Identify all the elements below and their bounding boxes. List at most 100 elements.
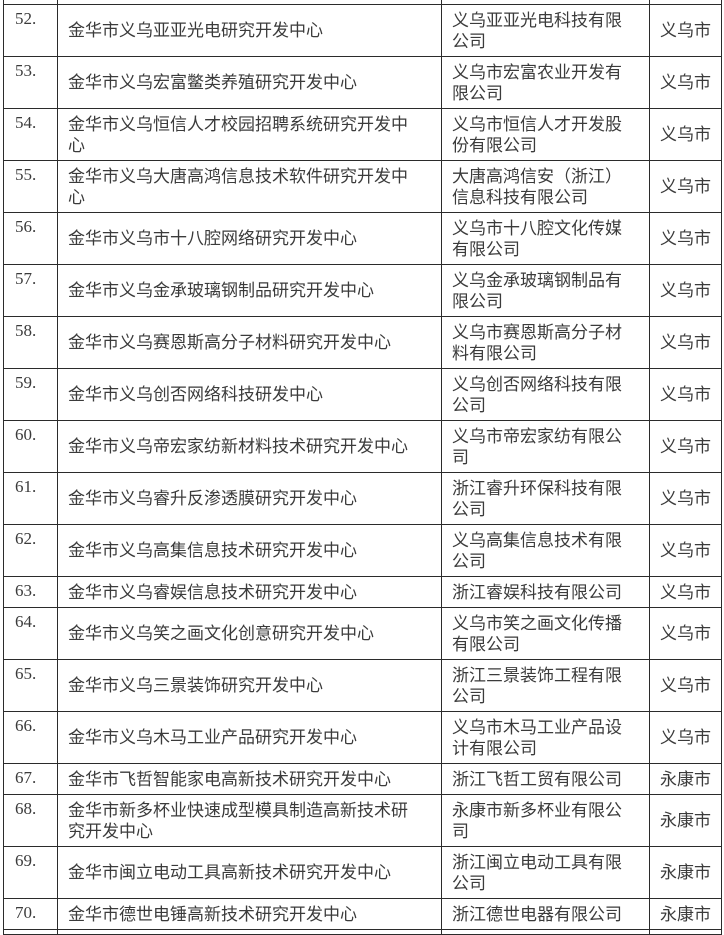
- table-body: 52. 金华市义乌亚亚光电研究开发中心 义乌亚亚光电科技有限公司 义乌市 53.…: [3, 0, 722, 935]
- company-name: 义乌高集信息技术有限公司: [441, 524, 650, 577]
- table-row: 65. 金华市义乌三景装饰研究开发中心 浙江三景装饰工程有限公司 义乌市: [3, 659, 722, 712]
- company-name: 浙江三景装饰工程有限公司: [441, 659, 650, 712]
- city-name: 义乌市: [649, 659, 722, 712]
- center-name: 金华市义乌金承玻璃钢制品研究开发中心: [57, 264, 442, 317]
- city-name: 义乌市: [649, 56, 722, 109]
- row-number: 52.: [3, 4, 58, 57]
- row-number: 64.: [3, 607, 58, 660]
- row-number: 65.: [3, 659, 58, 712]
- center-name: 金华市义乌宏富鳖类养殖研究开发中心: [57, 56, 442, 109]
- city-name: 永康市: [649, 898, 722, 930]
- center-name: 金华市新多杯业快速成型模具制造高新技术研究开发中心: [57, 794, 442, 847]
- center-name: 金华市义乌亚亚光电研究开发中心: [57, 4, 442, 57]
- partial-cell: [3, 929, 58, 935]
- row-number: 60.: [3, 420, 58, 473]
- table-row: 53. 金华市义乌宏富鳖类养殖研究开发中心 义乌市宏富农业开发有限公司 义乌市: [3, 56, 722, 109]
- table-row: 54. 金华市义乌恒信人才校园招聘系统研究开发中心 义乌市恒信人才开发股份有限公…: [3, 108, 722, 161]
- city-name: 义乌市: [649, 472, 722, 525]
- city-name: 义乌市: [649, 711, 722, 764]
- row-number: 57.: [3, 264, 58, 317]
- city-name: 永康市: [649, 763, 722, 795]
- city-name: 义乌市: [649, 576, 722, 608]
- company-name: 浙江睿娱科技有限公司: [441, 576, 650, 608]
- row-number: 58.: [3, 316, 58, 369]
- city-name: 义乌市: [649, 108, 722, 161]
- city-name: 永康市: [649, 846, 722, 899]
- company-name: 义乌亚亚光电科技有限公司: [441, 4, 650, 57]
- table-row: 59. 金华市义乌创否网络科技研发中心 义乌创否网络科技有限公司 义乌市: [3, 368, 722, 421]
- partial-cell: [649, 929, 722, 935]
- company-name: 永康市新多杯业有限公司: [441, 794, 650, 847]
- center-name: 金华市德世电锤高新技术研究开发中心: [57, 898, 442, 930]
- table-row: 66. 金华市义乌木马工业产品研究开发中心 义乌市木马工业产品设计有限公司 义乌…: [3, 711, 722, 764]
- company-name: 义乌市木马工业产品设计有限公司: [441, 711, 650, 764]
- center-name: 金华市义乌睿娱信息技术研究开发中心: [57, 576, 442, 608]
- row-number: 62.: [3, 524, 58, 577]
- city-name: 义乌市: [649, 264, 722, 317]
- company-name: 义乌创否网络科技有限公司: [441, 368, 650, 421]
- rd-centers-table: 52. 金华市义乌亚亚光电研究开发中心 义乌亚亚光电科技有限公司 义乌市 53.…: [3, 0, 722, 935]
- table-row: 67. 金华市飞哲智能家电高新技术研究开发中心 浙江飞哲工贸有限公司 永康市: [3, 763, 722, 795]
- city-name: 义乌市: [649, 212, 722, 265]
- table-row: 56. 金华市义乌市十八腔网络研究开发中心 义乌市十八腔文化传媒有限公司 义乌市: [3, 212, 722, 265]
- table-row: 69. 金华市闽立电动工具高新技术研究开发中心 浙江闽立电动工具有限公司 永康市: [3, 846, 722, 899]
- table-row: 63. 金华市义乌睿娱信息技术研究开发中心 浙江睿娱科技有限公司 义乌市: [3, 576, 722, 608]
- company-name: 义乌金承玻璃钢制品有限公司: [441, 264, 650, 317]
- company-name: 义乌市帝宏家纺有限公司: [441, 420, 650, 473]
- center-name: 金华市义乌赛恩斯高分子材料研究开发中心: [57, 316, 442, 369]
- table-row: 58. 金华市义乌赛恩斯高分子材料研究开发中心 义乌市赛恩斯高分子材料有限公司 …: [3, 316, 722, 369]
- row-number: 59.: [3, 368, 58, 421]
- company-name: 义乌市恒信人才开发股份有限公司: [441, 108, 650, 161]
- table-row: 55. 金华市义乌大唐高鸿信息技术软件研究开发中心 大唐高鸿信安（浙江）信息科技…: [3, 160, 722, 213]
- row-number: 69.: [3, 846, 58, 899]
- company-name: 浙江闽立电动工具有限公司: [441, 846, 650, 899]
- table-row: 61. 金华市义乌睿升反渗透膜研究开发中心 浙江睿升环保科技有限公司 义乌市: [3, 472, 722, 525]
- company-name: 义乌市宏富农业开发有限公司: [441, 56, 650, 109]
- city-name: 义乌市: [649, 316, 722, 369]
- company-name: 浙江飞哲工贸有限公司: [441, 763, 650, 795]
- row-number: 63.: [3, 576, 58, 608]
- center-name: 金华市义乌木马工业产品研究开发中心: [57, 711, 442, 764]
- center-name: 金华市义乌睿升反渗透膜研究开发中心: [57, 472, 442, 525]
- center-name: 金华市义乌恒信人才校园招聘系统研究开发中心: [57, 108, 442, 161]
- center-name: 金华市义乌三景装饰研究开发中心: [57, 659, 442, 712]
- city-name: 义乌市: [649, 160, 722, 213]
- company-name: 义乌市赛恩斯高分子材料有限公司: [441, 316, 650, 369]
- center-name: 金华市义乌创否网络科技研发中心: [57, 368, 442, 421]
- row-number: 56.: [3, 212, 58, 265]
- center-name: 金华市义乌大唐高鸿信息技术软件研究开发中心: [57, 160, 442, 213]
- company-name: 浙江德世电器有限公司: [441, 898, 650, 930]
- company-name: 义乌市笑之画文化传播有限公司: [441, 607, 650, 660]
- table-row: 64. 金华市义乌笑之画文化创意研究开发中心 义乌市笑之画文化传播有限公司 义乌…: [3, 607, 722, 660]
- company-name: 大唐高鸿信安（浙江）信息科技有限公司: [441, 160, 650, 213]
- center-name: 金华市义乌高集信息技术研究开发中心: [57, 524, 442, 577]
- center-name: 金华市飞哲智能家电高新技术研究开发中心: [57, 763, 442, 795]
- city-name: 义乌市: [649, 420, 722, 473]
- row-number: 70.: [3, 898, 58, 930]
- partial-row-bottom: [3, 929, 722, 935]
- row-number: 68.: [3, 794, 58, 847]
- company-name: 义乌市十八腔文化传媒有限公司: [441, 212, 650, 265]
- row-number: 55.: [3, 160, 58, 213]
- city-name: 义乌市: [649, 4, 722, 57]
- company-name: 浙江睿升环保科技有限公司: [441, 472, 650, 525]
- city-name: 义乌市: [649, 607, 722, 660]
- row-number: 54.: [3, 108, 58, 161]
- row-number: 67.: [3, 763, 58, 795]
- table-row: 57. 金华市义乌金承玻璃钢制品研究开发中心 义乌金承玻璃钢制品有限公司 义乌市: [3, 264, 722, 317]
- table-row: 68. 金华市新多杯业快速成型模具制造高新技术研究开发中心 永康市新多杯业有限公…: [3, 794, 722, 847]
- row-number: 66.: [3, 711, 58, 764]
- table-row: 60. 金华市义乌帝宏家纺新材料技术研究开发中心 义乌市帝宏家纺有限公司 义乌市: [3, 420, 722, 473]
- city-name: 义乌市: [649, 368, 722, 421]
- partial-cell: [57, 929, 442, 935]
- city-name: 义乌市: [649, 524, 722, 577]
- table-row: 62. 金华市义乌高集信息技术研究开发中心 义乌高集信息技术有限公司 义乌市: [3, 524, 722, 577]
- table-row: 70. 金华市德世电锤高新技术研究开发中心 浙江德世电器有限公司 永康市: [3, 898, 722, 930]
- partial-cell: [441, 929, 650, 935]
- table-row: 52. 金华市义乌亚亚光电研究开发中心 义乌亚亚光电科技有限公司 义乌市: [3, 4, 722, 57]
- city-name: 永康市: [649, 794, 722, 847]
- center-name: 金华市义乌帝宏家纺新材料技术研究开发中心: [57, 420, 442, 473]
- center-name: 金华市闽立电动工具高新技术研究开发中心: [57, 846, 442, 899]
- center-name: 金华市义乌市十八腔网络研究开发中心: [57, 212, 442, 265]
- row-number: 61.: [3, 472, 58, 525]
